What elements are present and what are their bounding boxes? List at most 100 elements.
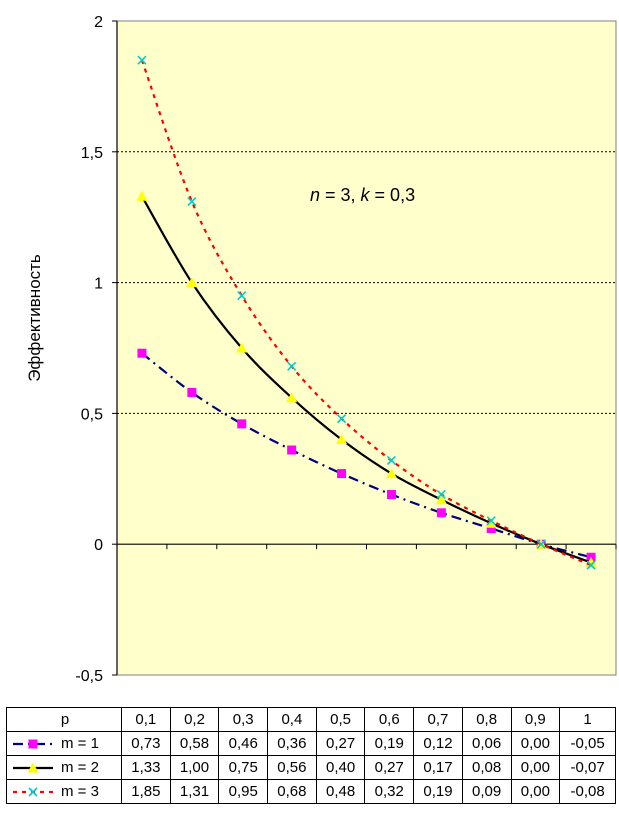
- data-label: 0,32: [364, 779, 415, 804]
- data-point: [385, 468, 397, 479]
- data-point: [586, 560, 596, 570]
- data-label: 0,56: [267, 755, 317, 780]
- data-point: [137, 348, 147, 358]
- annotation-k-value: = 0,3: [370, 185, 416, 205]
- series-layer: [136, 55, 597, 570]
- data-point: [436, 508, 446, 518]
- x-header-cell: p: [6, 707, 122, 732]
- y-tick-label: 1,5: [81, 145, 103, 162]
- data-table: p 0,1 0,2 0,3 0,4 0,5 0,6 0,7 0,8 0,9 1 m = 1 0,73 0,…: [6, 707, 616, 804]
- data-label: 0,36: [267, 731, 317, 756]
- data-point-stroke: [536, 539, 546, 549]
- legend-entry: m = 3: [6, 779, 122, 804]
- data-point: [287, 445, 297, 455]
- parameter-annotation: n = 3, k = 0,3: [310, 185, 415, 205]
- data-label: 0,19: [364, 731, 415, 756]
- y-tick-label: 1: [94, 276, 103, 293]
- data-point-stroke: [336, 414, 347, 424]
- data-point: [286, 392, 298, 403]
- table-row: m = 3 1,85 1,31 0,95 0,68 0,48 0,32 0,19 0,09 0,0…: [6, 779, 616, 804]
- data-label: -0,08: [559, 779, 616, 804]
- x-tick-label: 0,9: [510, 707, 561, 732]
- x-tick-label: 1: [559, 707, 616, 732]
- data-point: [28, 739, 38, 749]
- data-label: 1,33: [121, 755, 171, 780]
- x-tick-label: 0,1: [121, 707, 171, 732]
- data-point-stroke: [486, 516, 496, 526]
- data-point: [486, 516, 496, 526]
- data-point: [485, 517, 497, 528]
- table-row: m = 2 1,33 1,00 0,75 0,56 0,40 0,27 0,17 0,08 0,0…: [6, 755, 616, 780]
- data-point: [337, 469, 347, 479]
- x-tick-label: 0,8: [461, 707, 512, 732]
- data-point: [486, 524, 496, 534]
- data-label: 0,00: [510, 731, 561, 756]
- data-point: [186, 277, 198, 288]
- legend-entry: m = 2: [6, 755, 122, 780]
- data-point-stroke: [137, 55, 147, 65]
- data-point: [237, 419, 247, 429]
- data-point: [187, 196, 197, 207]
- y-tick-label: 0,5: [81, 406, 103, 423]
- data-label: 0,68: [267, 779, 317, 804]
- plot-area: [116, 20, 617, 676]
- data-label: 0,95: [218, 779, 269, 804]
- table-header-row: p 0,1 0,2 0,3 0,4 0,5 0,6 0,7 0,8 0,9 1: [6, 707, 616, 732]
- data-label: 0,27: [315, 731, 366, 756]
- series-line: [140, 195, 592, 564]
- y-axis-label: Эффективность: [25, 254, 44, 382]
- data-label: 0,06: [461, 731, 512, 756]
- y-tick-labels: 2 1,5 1 0,5 0 -0,5: [75, 14, 103, 685]
- data-point: [336, 434, 348, 445]
- legend-swatch: [13, 762, 53, 773]
- data-label: 1,85: [121, 779, 171, 804]
- data-label: 0,12: [413, 731, 463, 756]
- y-tick-label: -0,5: [75, 668, 103, 685]
- data-label: 0,40: [315, 755, 366, 780]
- x-tick-label: 0,7: [413, 707, 463, 732]
- data-label: 0,73: [121, 731, 171, 756]
- data-label: 0,58: [169, 731, 220, 756]
- data-label: 0,48: [315, 779, 366, 804]
- data-label: 0,17: [413, 755, 463, 780]
- gridlines: [112, 20, 617, 676]
- line-chart: 2 1,5 1 0,5 0 -0,5 Эффективность n = 3, k = 0…: [25, 14, 617, 685]
- data-label: 0,00: [510, 779, 561, 804]
- data-point: [287, 361, 297, 371]
- data-label: 0,75: [218, 755, 269, 780]
- data-point: [536, 539, 546, 549]
- data-point: [136, 190, 148, 201]
- data-point: [237, 291, 247, 301]
- x-tick-label: 0,6: [364, 707, 415, 732]
- x-tick-label: 0,4: [267, 707, 317, 732]
- data-label: -0,05: [559, 731, 616, 756]
- legend-swatch: [13, 739, 53, 749]
- x-tick-label: 0,3: [218, 707, 269, 732]
- annotation-n: n: [310, 185, 320, 205]
- legend-entry: m = 1: [6, 731, 122, 756]
- data-point-stroke: [436, 489, 446, 500]
- data-label: 1,00: [169, 755, 220, 780]
- data-label: 1,31: [169, 779, 220, 804]
- x-tick-label: 0,2: [169, 707, 220, 732]
- data-label: -0,07: [559, 755, 616, 780]
- data-point: [336, 414, 347, 424]
- legend-label: m = 3: [61, 783, 99, 800]
- annotation-n-value: = 3,: [320, 185, 361, 205]
- data-point-stroke: [237, 291, 247, 301]
- data-label: 0,09: [461, 779, 512, 804]
- data-point: [28, 787, 38, 797]
- data-label: 0,27: [364, 755, 415, 780]
- data-label: 0,19: [413, 779, 463, 804]
- data-point: [435, 494, 447, 505]
- data-point: [386, 489, 396, 499]
- annotation-k: k: [361, 185, 371, 205]
- data-point-stroke: [586, 560, 596, 570]
- data-point: [137, 55, 147, 65]
- data-point: [436, 489, 446, 500]
- table-row: m = 1 0,73 0,58 0,46 0,36 0,27 0,19 0,12 0,06 0,0…: [6, 731, 616, 756]
- data-point: [27, 762, 39, 773]
- data-point: [236, 342, 248, 353]
- data-point-stroke: [187, 196, 197, 207]
- series-m3: [137, 55, 596, 570]
